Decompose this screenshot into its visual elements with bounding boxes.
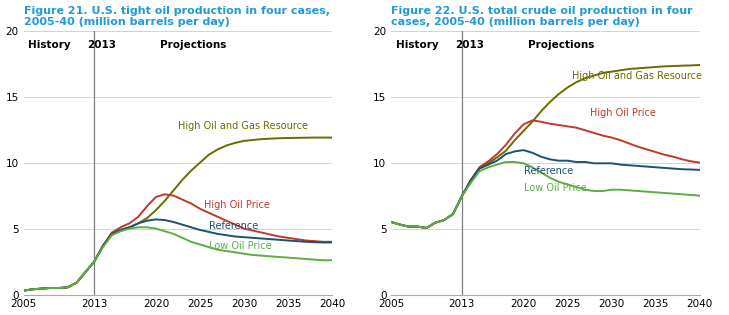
Text: Projections: Projections bbox=[528, 40, 594, 50]
Text: Projections: Projections bbox=[160, 40, 227, 50]
Text: Reference: Reference bbox=[208, 221, 258, 231]
Text: History: History bbox=[28, 40, 71, 50]
Text: High Oil and Gas Resource: High Oil and Gas Resource bbox=[178, 121, 308, 131]
Text: History: History bbox=[396, 40, 438, 50]
Text: High Oil Price: High Oil Price bbox=[590, 107, 655, 117]
Text: Low Oil Price: Low Oil Price bbox=[208, 241, 271, 251]
Text: Figure 22. U.S. total crude oil production in four
cases, 2005-40 (million barre: Figure 22. U.S. total crude oil producti… bbox=[391, 6, 693, 27]
Text: Figure 21. U.S. tight oil production in four cases,
2005-40 (million barrels per: Figure 21. U.S. tight oil production in … bbox=[23, 6, 330, 27]
Text: High Oil Price: High Oil Price bbox=[204, 200, 270, 210]
Text: Reference: Reference bbox=[523, 166, 573, 175]
Text: Low Oil Price: Low Oil Price bbox=[523, 183, 586, 193]
Text: 2013: 2013 bbox=[455, 40, 484, 50]
Text: 2013: 2013 bbox=[87, 40, 116, 50]
Text: High Oil and Gas Resource: High Oil and Gas Resource bbox=[572, 71, 702, 81]
